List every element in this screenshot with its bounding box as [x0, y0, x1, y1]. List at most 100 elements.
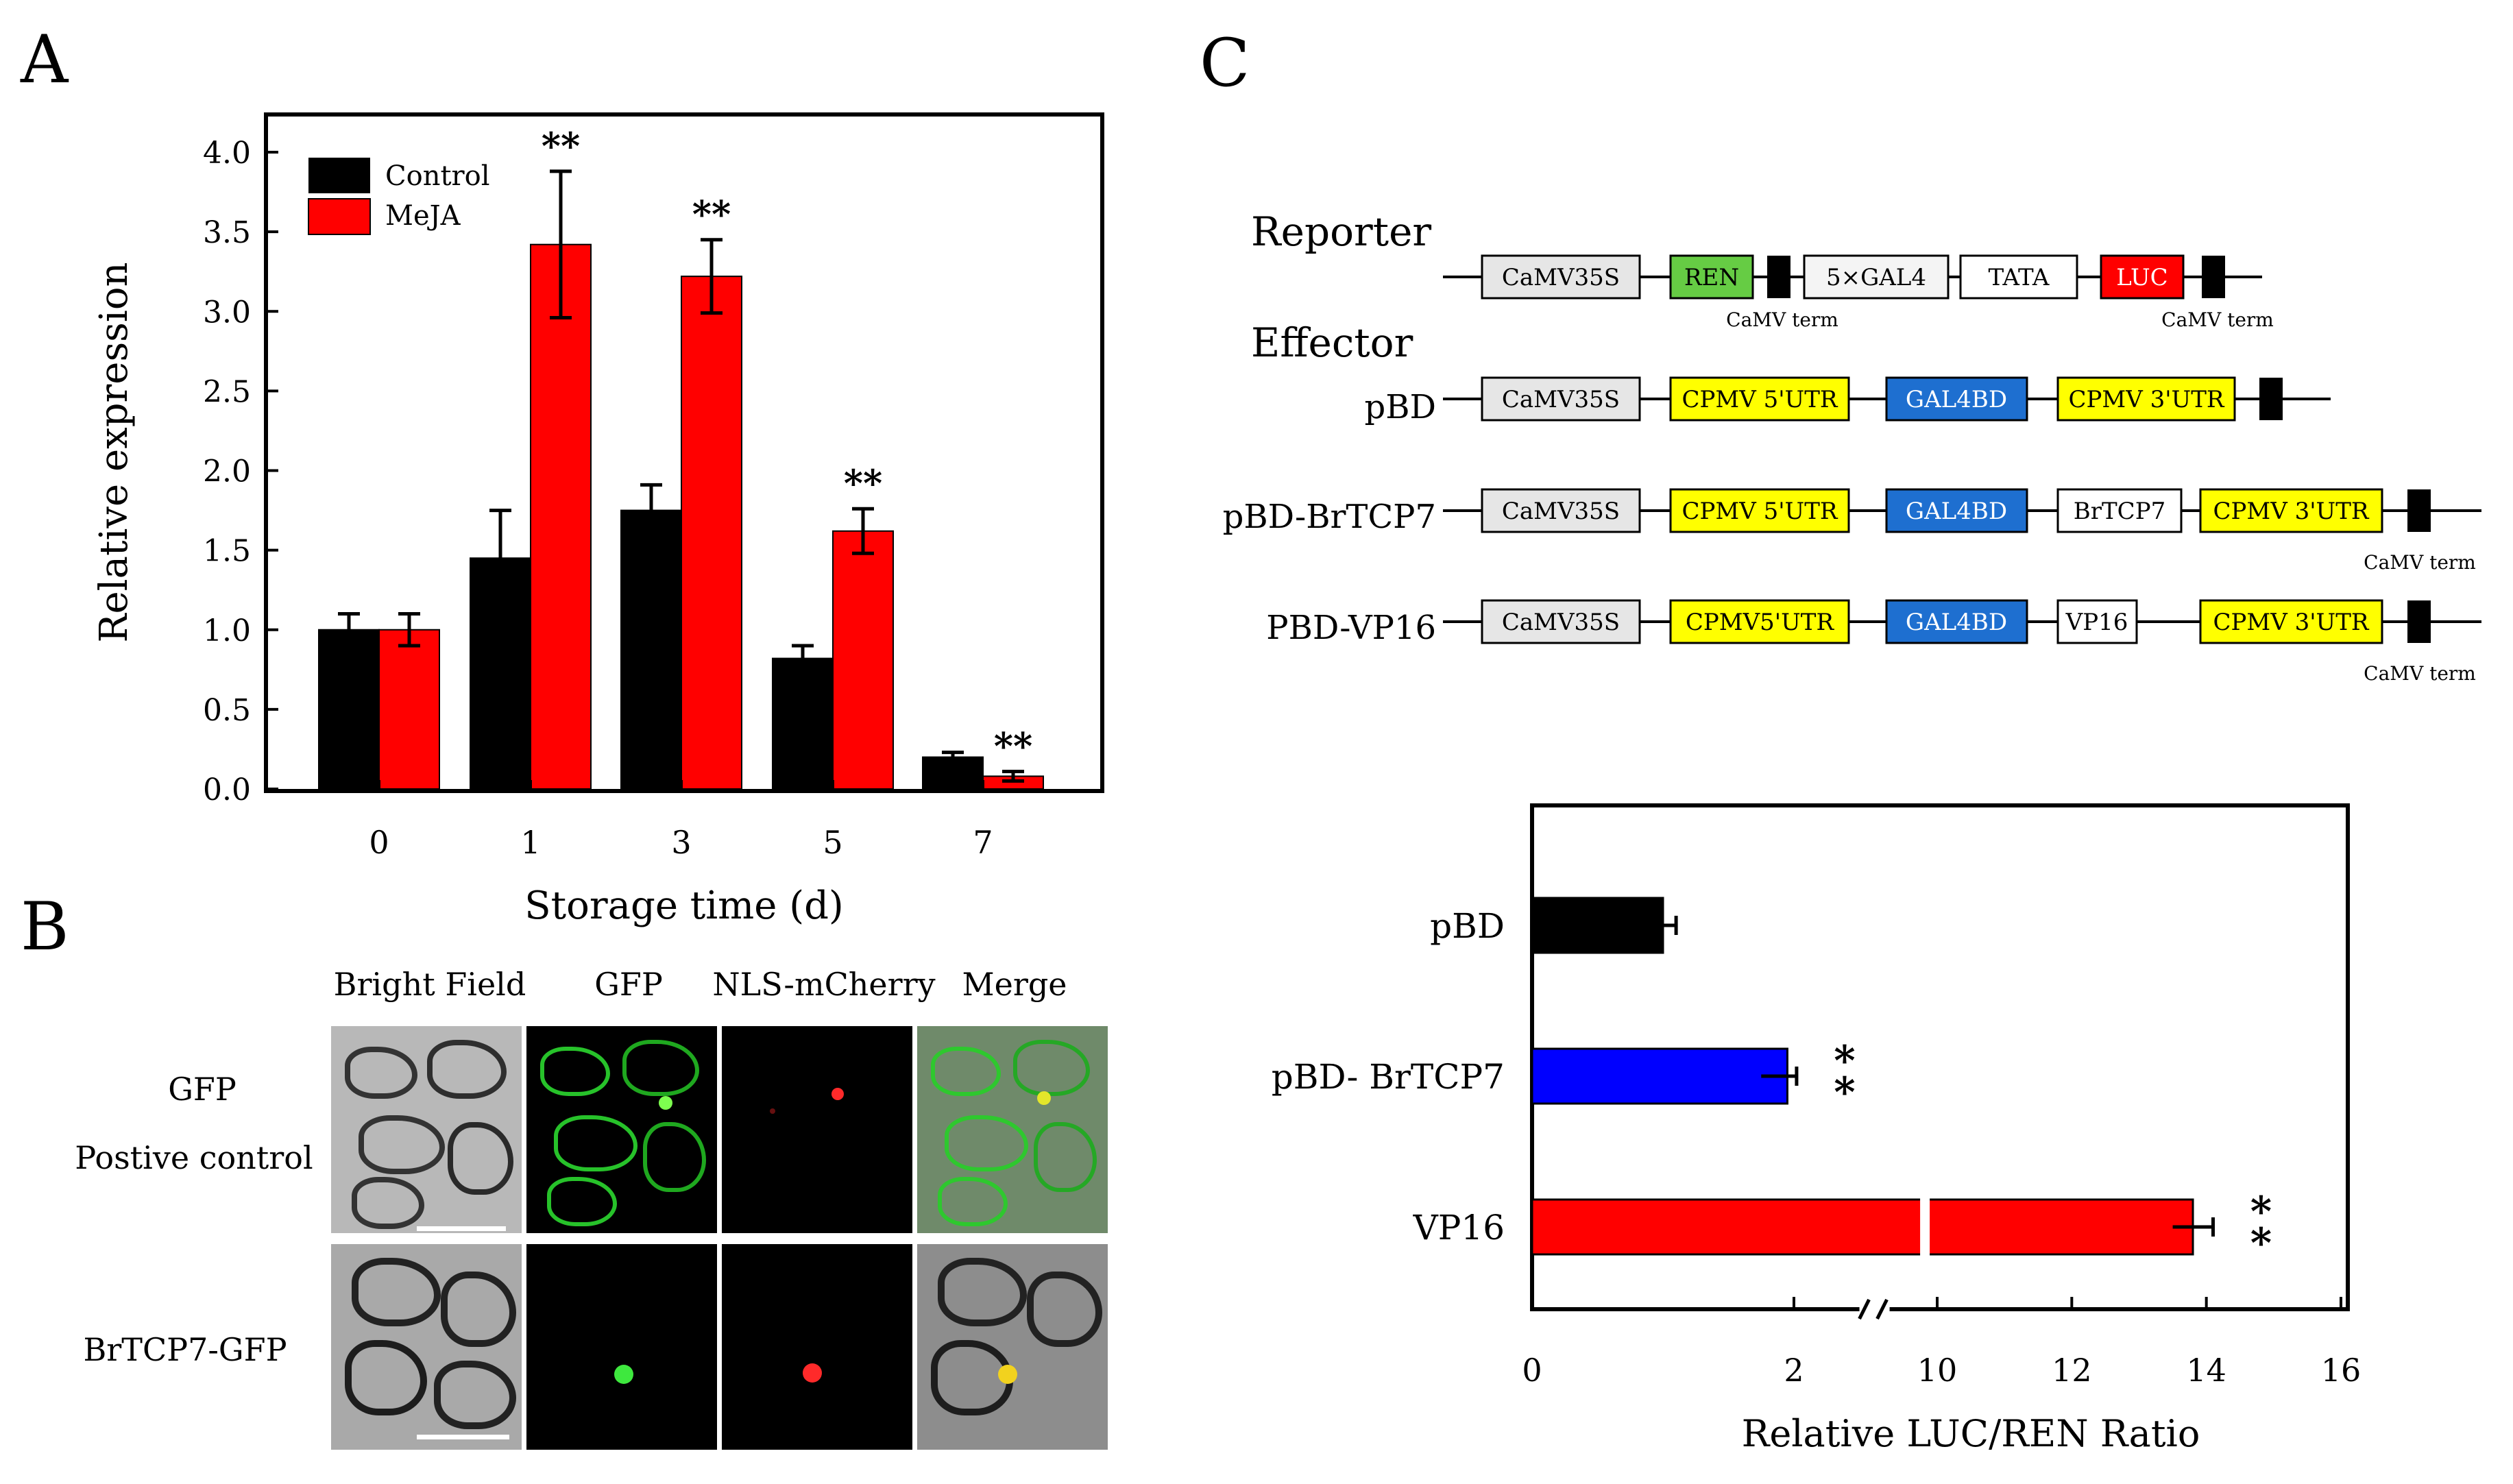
- bar-control-1: [470, 557, 531, 790]
- chart-a-xtick-label: 5: [823, 824, 842, 861]
- microscopy-labels: Bright Field GFP NLS-mCherry Merge GFP P…: [75, 966, 1067, 1368]
- chart-a-ytick-label: 2.0: [203, 454, 251, 489]
- legend-meja-label: MeJA: [385, 200, 461, 232]
- bar-control-0: [318, 629, 380, 790]
- chart-a-frame: [264, 112, 1104, 793]
- pbd-camv35s-box: [1481, 376, 1641, 422]
- reporter-luc-box: [2100, 254, 2185, 300]
- chart-a-xtick-label: 7: [973, 824, 993, 861]
- significance-star-lower: *: [1834, 1069, 1855, 1117]
- reporter-term-block-1: [1767, 256, 1790, 298]
- vp16-3utr-box: [2199, 599, 2383, 644]
- brtcp7-camv35s-box: [1481, 488, 1641, 533]
- row-label-brtcp7-gfp: BrTCP7-GFP: [83, 1331, 287, 1368]
- effector-pbd-name: pBD: [1365, 388, 1436, 426]
- bar-pbd: [1531, 897, 1664, 954]
- axis-break-gap: [1920, 1198, 1930, 1256]
- chart-a-ytick-label: 0.0: [203, 773, 251, 807]
- vp16-camv35s-box: [1481, 599, 1641, 644]
- chart-c-category-label: pBD- BrTCP7: [1272, 1057, 1505, 1097]
- significance-7: **: [994, 724, 1032, 768]
- reporter-camv35s-box: [1481, 254, 1641, 300]
- reporter-camv35s: CaMV35S: [1502, 264, 1620, 291]
- bar-vp16: [1531, 1198, 2194, 1256]
- brtcp7-camv35s: CaMV35S: [1502, 498, 1620, 525]
- chart-a-ylabel: Relative expression: [92, 262, 136, 642]
- pbd-5utr-box: [1669, 376, 1850, 422]
- chart-a-ytick-label: 3.5: [203, 215, 251, 250]
- bar-meja-5: [832, 530, 894, 790]
- chart-c-xtick-label: 12: [2052, 1352, 2092, 1389]
- chart-c-xtick-label: 16: [2321, 1352, 2362, 1389]
- bar-control-5: [772, 657, 834, 790]
- chart-a-xlabel: Storage time (d): [524, 884, 844, 928]
- vp16-insert-box: [2056, 599, 2138, 644]
- axis-break-mark-left: [1858, 1298, 1871, 1320]
- vp16-insert: VP16: [2065, 609, 2128, 636]
- chart-a-ytick-label: 1.0: [203, 613, 251, 648]
- significance-star-lower: *: [2250, 1219, 2272, 1267]
- reporter-term-block-2: [2202, 256, 2225, 298]
- significance-1: **: [542, 124, 580, 168]
- reporter-gal4-box: [1803, 254, 1950, 300]
- significance-5: **: [844, 461, 882, 505]
- effector-vp16-name: PBD-VP16: [1266, 609, 1436, 647]
- significance-3: **: [692, 193, 731, 236]
- chart-a-xtick-label: 3: [671, 824, 691, 861]
- pbd-5utr: CPMV 5'UTR: [1682, 386, 1838, 413]
- bar-pbd-brtcp7: [1531, 1047, 1788, 1105]
- effector-brtcp7-name: pBD-BrTCP7: [1223, 498, 1436, 536]
- reporter-label: Reporter: [1251, 208, 1431, 255]
- brtcp7-5utr-box: [1669, 488, 1850, 533]
- chart-a-ytick-label: 3.0: [203, 295, 251, 330]
- reporter-5xgal4: 5×GAL4: [1826, 264, 1926, 291]
- bar-meja-0: [378, 629, 440, 790]
- col-header-nls-mcherry: NLS-mCherry: [712, 966, 935, 1003]
- reporter-ren: REN: [1684, 264, 1739, 291]
- chart-c-xlabel: Relative LUC/REN Ratio: [1742, 1412, 2200, 1455]
- pbd-camv35s: CaMV35S: [1502, 386, 1620, 413]
- chart-a: 0.0 0.5 1.0 1.5 2.0 2.5 3.0 3.5 4.0 ** ** ** ** 0 1 3…: [92, 112, 1104, 928]
- axis-break-mark-right: [1875, 1298, 1889, 1320]
- brtcp7-insert: BrTCP7: [2074, 498, 2165, 525]
- vp16-5utr: CPMV5'UTR: [1686, 609, 1835, 636]
- micro-r1-merge: [917, 1026, 1108, 1233]
- significance-star-upper: *: [2250, 1188, 2272, 1236]
- reporter-ren-box: [1669, 254, 1754, 300]
- reporter-term-label-2: CaMV term: [2161, 308, 2274, 331]
- chart-c-category-label: VP16: [1413, 1208, 1505, 1248]
- chart-a-ytick-label: 1.5: [203, 534, 251, 569]
- bar-meja-3: [681, 276, 742, 790]
- chart-c-xtick-label: 2: [1784, 1352, 1804, 1389]
- pbd-gal4bd: GAL4BD: [1906, 386, 2007, 413]
- vp16-3utr: CPMV 3'UTR: [2213, 609, 2370, 636]
- reporter-luc: LUC: [2116, 264, 2168, 291]
- row-label-gfp: GFP: [168, 1071, 236, 1108]
- construct-diagram: Reporter Effector CaMV35S REN 5×GAL4 TAT…: [1223, 208, 2481, 685]
- row-label-positive-control: Postive control: [75, 1139, 313, 1176]
- col-header-merge: Merge: [962, 966, 1067, 1003]
- micro-r2-bright-field: [331, 1244, 522, 1450]
- reporter-tata-box: [1959, 254, 2078, 300]
- legend-swatch-control: [308, 158, 370, 193]
- vp16-camv35s: CaMV35S: [1502, 609, 1620, 636]
- brtcp7-gal4bd-box: [1885, 488, 2028, 533]
- chart-a-ytick-label: 2.5: [203, 374, 251, 409]
- reporter-tata: TATA: [1989, 264, 2050, 291]
- vp16-term-block: [2407, 600, 2431, 643]
- vp16-5utr-box: [1669, 599, 1850, 644]
- significance-star-upper: *: [1834, 1037, 1855, 1085]
- brtcp7-3utr-box: [2199, 488, 2383, 533]
- legend-control-label: Control: [385, 160, 490, 192]
- col-header-gfp: GFP: [594, 966, 663, 1003]
- vp16-gal4bd-box: [1885, 599, 2028, 644]
- chart-a-xtick-label: 0: [369, 824, 389, 861]
- pbd-gal4bd-box: [1885, 376, 2028, 422]
- micro-r2-merge: [917, 1244, 1108, 1450]
- brtcp7-5utr: CPMV 5'UTR: [1682, 498, 1838, 525]
- chart-c-xtick-label: 10: [1917, 1352, 1958, 1389]
- pbd-3utr: CPMV 3'UTR: [2069, 386, 2225, 413]
- micro-r1-bright-field: [331, 1026, 522, 1233]
